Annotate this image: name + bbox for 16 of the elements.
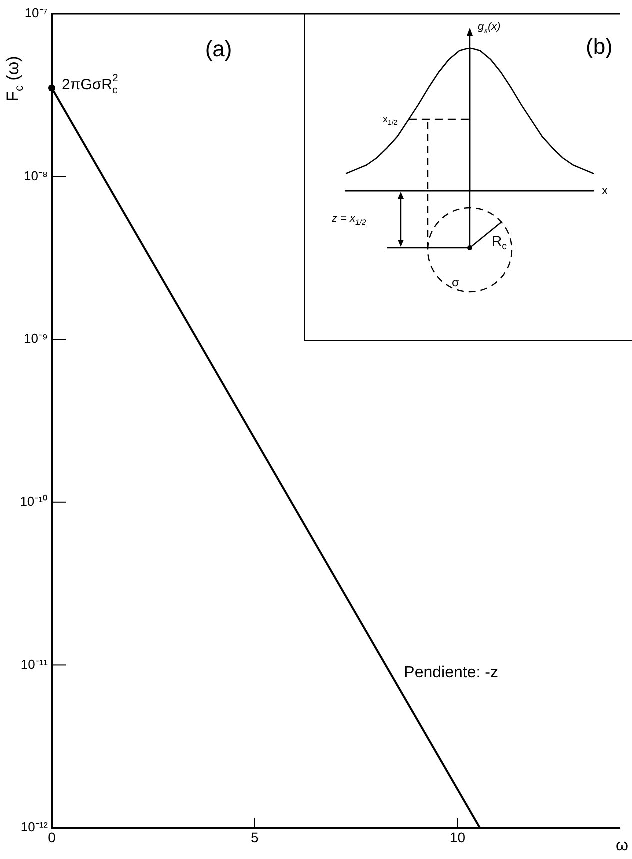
y-tick-label: 10⁻¹²	[20, 820, 49, 835]
annotation: (a)	[205, 36, 232, 62]
y-tick-label: 10⁻¹¹	[20, 656, 49, 672]
y-tick-label: 10⁻⁸	[24, 168, 48, 184]
x-axis-title: x	[602, 183, 608, 198]
x-tick-label: 5	[250, 829, 259, 846]
y-axis-title: Fc (ω)	[4, 56, 26, 102]
x-tick-label: 10	[450, 829, 466, 846]
x-tick-label: 0	[48, 829, 56, 846]
annotation: Pendiente: -z	[404, 664, 498, 682]
y-tick-label: 10⁻⁹	[24, 331, 48, 346]
x-axis-title: ω	[616, 837, 628, 854]
annotation: σ	[452, 275, 460, 290]
y-tick-label: 10⁻¹⁰	[20, 494, 48, 509]
annotation: (b)	[586, 34, 612, 60]
y-tick-label: 10⁻⁷	[24, 6, 48, 21]
